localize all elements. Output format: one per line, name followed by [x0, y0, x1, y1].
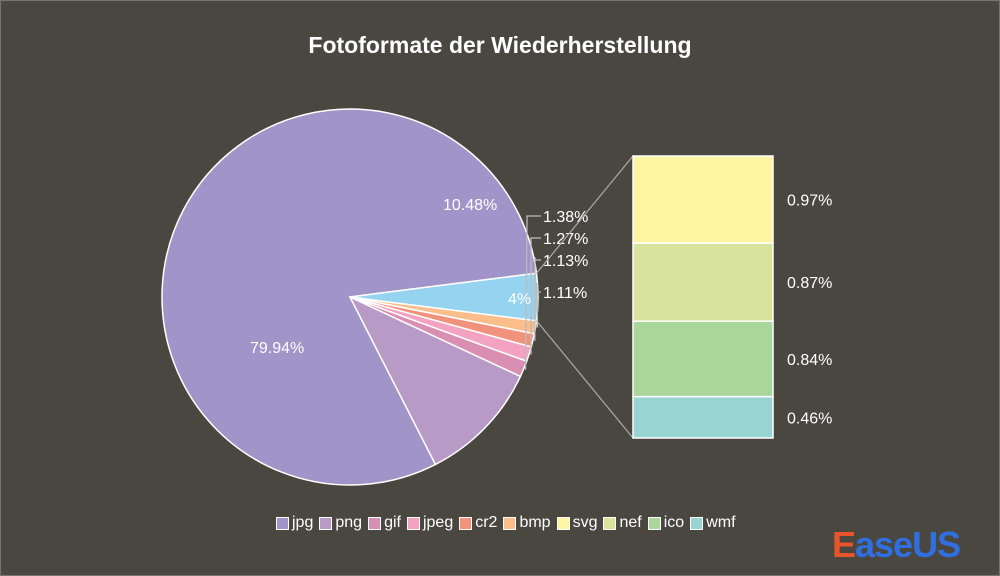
- legend-swatch: [276, 516, 289, 530]
- legend-swatch: [459, 516, 473, 530]
- legend-label: wmf: [706, 514, 736, 531]
- legend-swatch: [503, 516, 517, 530]
- legend-swatch: [690, 516, 704, 530]
- slice-label-jpeg: 1.27%: [543, 231, 588, 248]
- legend-label: nef: [619, 514, 642, 531]
- legend-swatch: [319, 516, 333, 530]
- legend-label: ico: [663, 514, 685, 531]
- legend-item-cr2[interactable]: cr2: [459, 514, 497, 532]
- legend-item-ico[interactable]: ico: [647, 514, 685, 532]
- bar-label-nef: 0.87%: [787, 275, 832, 292]
- slice-label-cr2: 1.13%: [543, 253, 588, 270]
- legend-label: jpg: [292, 514, 314, 531]
- legend-item-jpeg[interactable]: jpeg: [406, 514, 454, 532]
- connector-line-bottom: [536, 320, 634, 439]
- bar-segment-svg: [632, 155, 774, 244]
- leader-line-jpeg: [530, 237, 541, 355]
- easeus-logo: EaseUS: [832, 524, 961, 565]
- slice-label-other: 4%: [508, 291, 531, 308]
- slice-label-jpg: 79.94%: [250, 340, 304, 357]
- legend-label: jpeg: [422, 514, 454, 531]
- leader-line-bmp: [536, 282, 541, 328]
- pie-slice-png: [348, 295, 522, 466]
- legend-item-nef[interactable]: nef: [603, 514, 642, 532]
- bar-label-wmf: 0.46%: [787, 410, 832, 427]
- bar-segment-ico: [632, 320, 774, 398]
- pie-slice-other: [349, 272, 539, 322]
- legend-item-jpg[interactable]: jpg: [276, 514, 313, 532]
- bar-segment-wmf: [632, 395, 774, 439]
- legend-swatch: [368, 516, 382, 530]
- bar-label-ico: 0.84%: [787, 352, 832, 369]
- legend-swatch: [603, 516, 617, 530]
- legend-item-bmp[interactable]: bmp: [503, 514, 551, 532]
- legend-swatch: [556, 516, 570, 530]
- legend-label: svg: [572, 514, 598, 531]
- slice-label-gif: 1.38%: [543, 209, 588, 226]
- legend-label: cr2: [475, 514, 498, 531]
- slice-label-png: 10.48%: [443, 197, 497, 214]
- legend-item-png[interactable]: png: [319, 514, 362, 532]
- legend-label: png: [335, 514, 363, 531]
- bar-segment-nef: [632, 242, 774, 322]
- legend-item-wmf[interactable]: wmf: [690, 514, 736, 532]
- legend-label: bmp: [519, 514, 551, 531]
- legend-swatch: [406, 516, 420, 530]
- chart-title: Fotoformate der Wiederherstellung: [308, 32, 692, 58]
- leader-line-gif: [524, 215, 541, 370]
- bar-label-svg: 0.97%: [787, 193, 832, 210]
- legend: jpg png gif jpeg cr2 bmp svg nef ico wmf: [276, 514, 736, 532]
- legend-label: gif: [384, 514, 401, 531]
- slice-label-bmp: 1.11%: [543, 285, 587, 302]
- connector-line-top: [536, 155, 634, 274]
- legend-swatch: [647, 516, 661, 530]
- leader-line-cr2: [534, 256, 541, 341]
- legend-item-gif[interactable]: gif: [368, 514, 401, 532]
- legend-item-svg[interactable]: svg: [556, 514, 598, 532]
